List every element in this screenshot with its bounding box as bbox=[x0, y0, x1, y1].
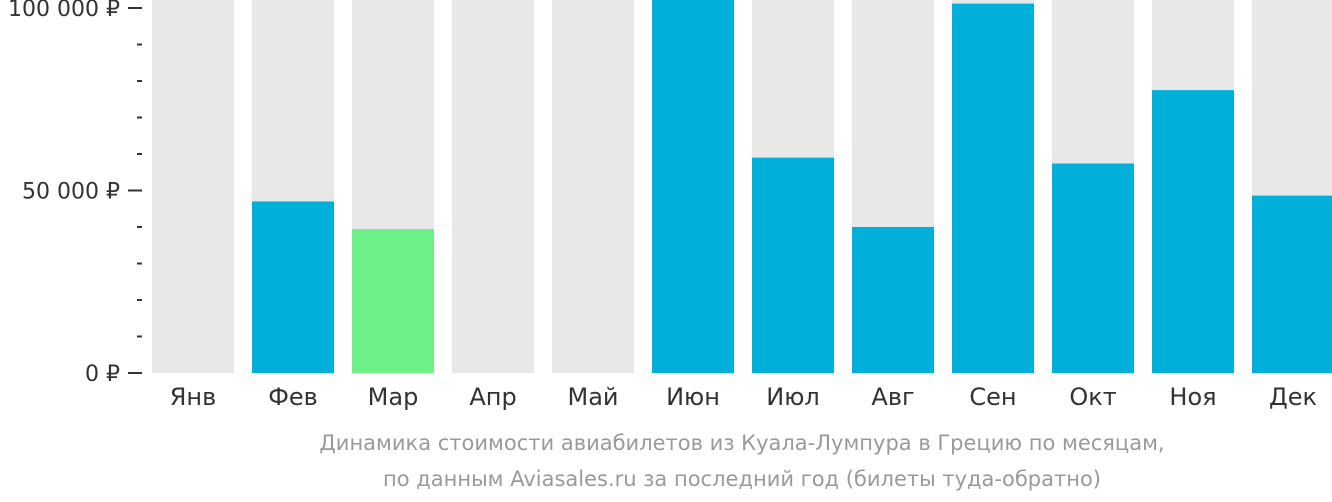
x-tick-label: Ноя bbox=[1169, 383, 1216, 411]
bar-8 bbox=[852, 227, 934, 373]
x-tick-label: Сен bbox=[969, 383, 1016, 411]
x-tick-label: Авг bbox=[871, 383, 914, 411]
x-tick-label: Янв bbox=[170, 383, 217, 411]
x-tick-label: Июн bbox=[666, 383, 720, 411]
bar-2 bbox=[252, 201, 334, 373]
y-tick-label: 100 000 ₽ bbox=[8, 0, 120, 22]
bar-3 bbox=[352, 229, 434, 373]
x-tick-label: Апр bbox=[469, 383, 516, 411]
x-tick-label: Окт bbox=[1069, 383, 1116, 411]
y-tick-label: 0 ₽ bbox=[85, 362, 120, 387]
column-background-5 bbox=[552, 0, 634, 373]
bar-6 bbox=[652, 0, 734, 373]
x-tick-label: Май bbox=[567, 383, 618, 411]
chart-caption-line-2: по данным Aviasales.ru за последний год … bbox=[383, 467, 1101, 491]
bar-10 bbox=[1052, 163, 1134, 373]
bar-7 bbox=[752, 157, 834, 373]
chart-caption-line-1: Динамика стоимости авиабилетов из Куала-… bbox=[319, 431, 1165, 455]
x-tick-label: Фев bbox=[268, 383, 318, 411]
bar-12 bbox=[1252, 195, 1332, 373]
y-tick-label: 50 000 ₽ bbox=[22, 180, 120, 205]
x-tick-label: Мар bbox=[368, 383, 419, 411]
x-tick-label: Дек bbox=[1269, 383, 1317, 411]
bar-11 bbox=[1152, 90, 1234, 373]
bar-9 bbox=[952, 3, 1034, 374]
column-background-1 bbox=[152, 0, 234, 373]
x-tick-label: Июл bbox=[766, 383, 820, 411]
column-background-4 bbox=[452, 0, 534, 373]
